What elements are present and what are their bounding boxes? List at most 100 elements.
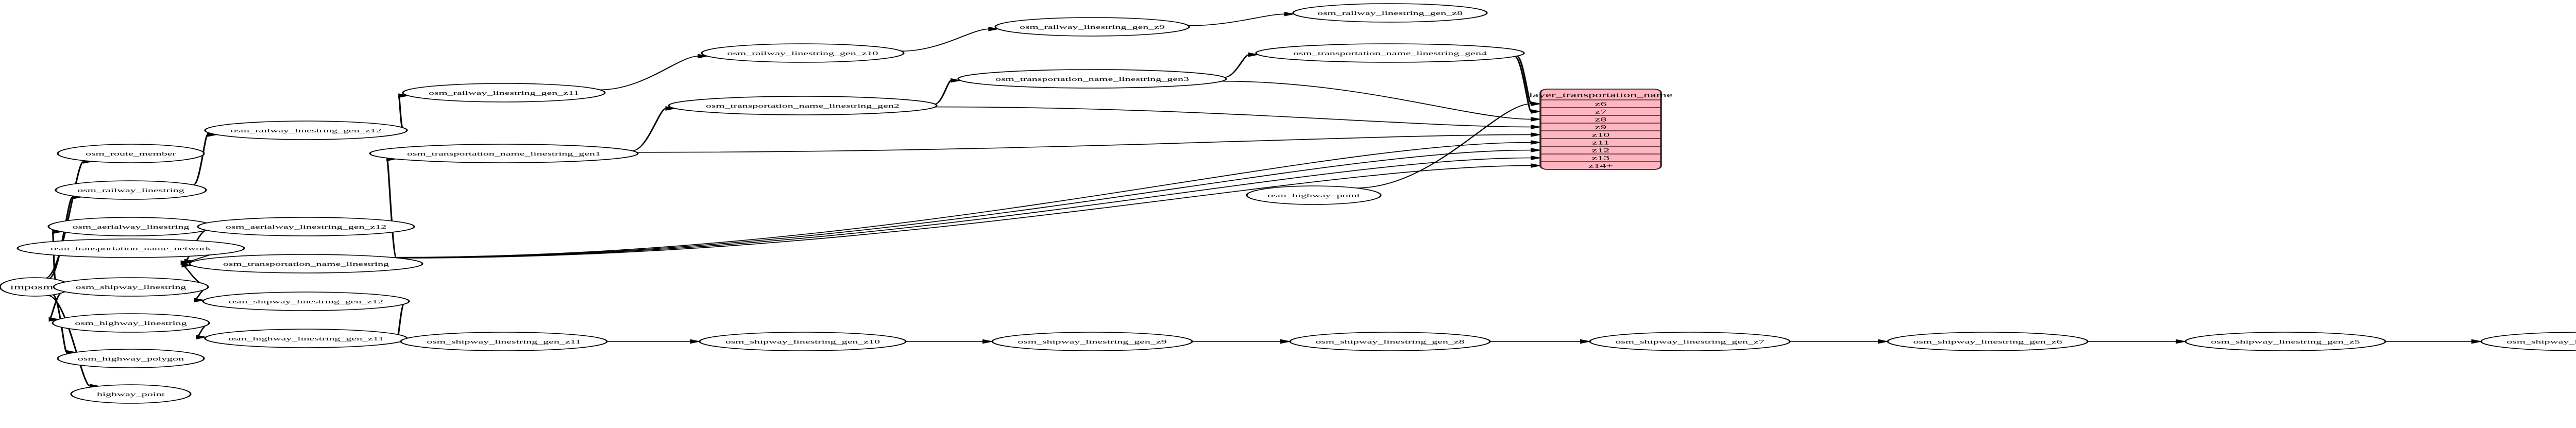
node-label-osm-transportation-name-linestring-gen3: osm_transportation_name_linestring_gen3	[995, 76, 1189, 82]
edge-osm-transportation-name-linestring-gen3-to-record-z8	[1221, 80, 1532, 120]
edge-osm-railway-linestring-gen-z10-to-osm-railway-linestring-gen-z9	[901, 28, 989, 52]
node-osm-railway-linestring-gen-z9[interactable]	[994, 17, 1190, 37]
node-label-osm-railway-linestring-gen-z12: osm_railway_linestring_gen_z12	[231, 127, 382, 133]
node-label-osm-highway-linestring: osm_highway_linestring	[75, 320, 187, 326]
edges-layer	[44, 11, 2483, 389]
node-label-osm-railway-linestring-gen-z9: osm_railway_linestring_gen_z9	[1020, 24, 1165, 30]
node-osm-highway-polygon[interactable]	[57, 349, 205, 368]
arrow-head-icon	[1531, 156, 1542, 160]
node-label-highway-point: highway_point	[97, 391, 165, 397]
arrow-head-icon	[1531, 117, 1542, 122]
node-osm-shipway-linestring-gen-z12[interactable]	[202, 292, 410, 311]
arrow-head-icon	[951, 78, 962, 83]
edge-osm-transportation-name-linestring-gen1-to-record-z10	[636, 134, 1532, 153]
node-osm-shipway-linestring-gen-z9[interactable]	[991, 332, 1193, 351]
edge-osm-transportation-name-linestring-gen2-to-record-z9	[935, 106, 1532, 128]
edge-osm-transportation-name-linestring-to-record-z14-	[399, 165, 1532, 259]
node-label-osm-shipway-linestring-gen-z9: osm_shipway_linestring_gen_z9	[1018, 338, 1166, 345]
arrow-head-icon	[982, 339, 994, 344]
node-osm-shipway-linestring[interactable]	[53, 277, 209, 297]
node-label-osm-shipway-linestring-gen-z11: osm_shipway_linestring_gen_z11	[427, 338, 581, 345]
arrow-head-icon	[398, 93, 410, 98]
node-label-osm-railway-linestring-gen-z10: osm_railway_linestring_gen_z10	[727, 50, 878, 56]
node-osm-shipway-linestring-gen-z8[interactable]	[1289, 332, 1491, 351]
node-osm-transportation-name-linestring-gen4[interactable]	[1255, 43, 1525, 63]
node-label-osm-highway-polygon: osm_highway_polygon	[78, 355, 184, 362]
node-osm-railway-linestring-gen-z8[interactable]	[1292, 3, 1488, 23]
node-label-osm-shipway-linestring-gen-z6: osm_shipway_linestring_gen_z6	[1913, 338, 2062, 345]
edge-imposm3-to-highway-point	[47, 295, 91, 387]
node-osm-transportation-name-network[interactable]	[16, 238, 245, 258]
arrow-head-icon	[698, 54, 709, 59]
node-osm-shipway-linestring-gen-z4[interactable]	[2480, 332, 2576, 351]
node-osm-shipway-linestring-gen-z11[interactable]	[400, 332, 608, 351]
node-label-osm-transportation-name-network: osm_transportation_name_network	[50, 245, 211, 251]
edge-osm-transportation-name-linestring-gen4-to-record-z7	[1514, 56, 1532, 112]
node-osm-route-member[interactable]	[57, 144, 205, 163]
arrow-head-icon	[1531, 125, 1542, 129]
record-row-z9[interactable]: z9	[1595, 124, 1607, 130]
record-node-layer-transportation-name[interactable]	[1539, 89, 1662, 170]
record-row-z14+[interactable]: z14+	[1588, 162, 1613, 169]
node-label-osm-shipway-linestring: osm_shipway_linestring	[76, 284, 187, 290]
node-osm-transportation-name-linestring-gen2[interactable]	[668, 96, 938, 115]
node-label-osm-shipway-linestring-gen-z4: osm_shipway_linestring_gen_z4	[2506, 338, 2576, 345]
node-osm-railway-linestring-gen-z10[interactable]	[701, 43, 905, 63]
arrow-head-icon	[1248, 52, 1260, 57]
node-osm-shipway-linestring-gen-z5[interactable]	[2184, 332, 2386, 351]
node-osm-transportation-name-linestring[interactable]	[189, 254, 423, 273]
arrow-head-icon	[1531, 140, 1542, 145]
node-osm-railway-linestring-gen-z12[interactable]	[204, 121, 408, 140]
node-osm-shipway-linestring-gen-z6[interactable]	[1887, 332, 2089, 351]
node-label-osm-shipway-linestring-gen-z10: osm_shipway_linestring_gen_z10	[725, 338, 880, 345]
arrow-head-icon	[1280, 339, 1292, 344]
node-osm-highway-linestring[interactable]	[52, 313, 210, 333]
edge-osm-transportation-name-linestring-to-record-z12	[393, 149, 1532, 258]
edge-osm-transportation-name-linestring-to-record-z11	[391, 142, 1532, 258]
arrow-head-icon	[690, 339, 701, 344]
arrow-head-icon	[2176, 339, 2187, 344]
record-title: layer_transportation_name	[1529, 92, 1673, 99]
arrow-head-icon	[181, 263, 193, 268]
arrow-head-icon	[1531, 132, 1542, 137]
arrow-head-icon	[1531, 101, 1542, 106]
record-row-z8[interactable]: z8	[1595, 116, 1607, 123]
node-osm-shipway-linestring-gen-z7[interactable]	[1589, 332, 1791, 351]
edge-osm-railway-linestring-to-osm-railway-linestring-gen-z12	[193, 134, 209, 185]
record-row-z11[interactable]: z11	[1592, 139, 1609, 146]
node-osm-transportation-name-linestring-gen3[interactable]	[957, 69, 1227, 89]
node-osm-aerialway-linestring-gen-z12[interactable]	[197, 217, 415, 236]
node-label-osm-transportation-name-linestring: osm_transportation_name_linestring	[223, 261, 389, 267]
node-label-osm-route-member: osm_route_member	[86, 150, 176, 157]
node-osm-shipway-linestring-gen-z10[interactable]	[699, 332, 907, 351]
edge-osm-railway-linestring-gen-z11-to-osm-railway-linestring-gen-z10	[600, 56, 699, 91]
arrow-head-icon	[194, 298, 206, 303]
node-osm-transportation-name-linestring-gen1[interactable]	[369, 144, 639, 163]
arrow-head-icon	[1284, 11, 1296, 16]
node-label-osm-aerialway-linestring-gen-z12: osm_aerialway_linestring_gen_z12	[226, 224, 386, 230]
node-label-osm-highway-point: osm_highway_point	[1267, 192, 1360, 198]
arrow-head-icon	[2471, 339, 2483, 344]
arrow-head-icon	[1580, 339, 1591, 344]
node-osm-railway-linestring-gen-z11[interactable]	[402, 83, 606, 102]
node-osm-railway-linestring[interactable]	[55, 180, 207, 200]
record-row-z10[interactable]: z10	[1592, 131, 1610, 138]
edge-osm-transportation-name-linestring-to-osm-transportation-name-linestring-gen1	[386, 158, 398, 259]
node-label-osm-transportation-name-linestring-gen1: osm_transportation_name_linestring_gen1	[407, 150, 601, 157]
arrow-head-icon	[196, 335, 208, 339]
node-osm-highway-point[interactable]	[1246, 185, 1382, 205]
record-row-z13[interactable]: z13	[1592, 155, 1610, 161]
node-highway-point[interactable]	[70, 384, 192, 404]
edge-osm-highway-point-to-record-z6	[1356, 103, 1532, 189]
node-label-osm-railway-linestring-gen-z11: osm_railway_linestring_gen_z11	[429, 90, 579, 96]
record-row-z12[interactable]: z12	[1592, 147, 1610, 153]
record-row-z7[interactable]: z7	[1595, 108, 1607, 115]
node-label-osm-transportation-name-linestring-gen4: osm_transportation_name_linestring_gen4	[1293, 50, 1487, 56]
edge-osm-railway-linestring-gen-z12-to-osm-railway-linestring-gen-z11	[398, 95, 403, 128]
record-row-z6[interactable]: z6	[1595, 100, 1607, 107]
node-label-osm-aerialway-linestring: osm_aerialway_linestring	[72, 224, 189, 230]
node-label-osm-transportation-name-linestring-gen2: osm_transportation_name_linestring_gen2	[706, 102, 900, 109]
edge-osm-transportation-name-linestring-to-record-z13	[396, 157, 1532, 259]
